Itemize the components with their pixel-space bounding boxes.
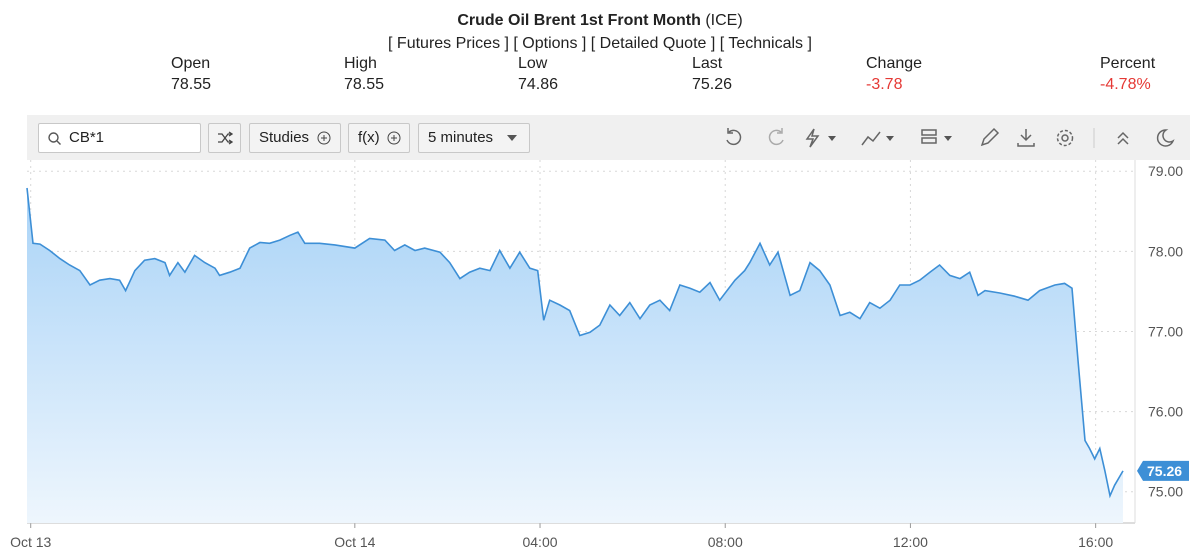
x-tick-label: 16:00 bbox=[1078, 534, 1113, 550]
quote-label: Low bbox=[518, 55, 548, 72]
interval: 5 minutes bbox=[428, 129, 494, 146]
link[interactable]: [ Technicals ] bbox=[719, 35, 812, 52]
quote-value: 78.55 bbox=[171, 76, 212, 93]
price-line bbox=[26, 187, 1124, 499]
shuffle-icon bbox=[218, 131, 233, 145]
quote-value: -4.78% bbox=[1100, 76, 1151, 93]
symbol: CB*1 bbox=[69, 129, 105, 146]
x-tick-label: Oct 13 bbox=[10, 534, 51, 550]
quote-label: Last bbox=[692, 55, 723, 72]
redo-icon[interactable] bbox=[768, 128, 784, 146]
x-tick-label: 04:00 bbox=[522, 534, 557, 550]
links: [ Futures Prices ] [ Options ] [ Detaile… bbox=[0, 35, 1200, 53]
quote-label: Percent bbox=[1100, 55, 1156, 72]
plus-icon bbox=[317, 131, 331, 145]
x-tick-label: 08:00 bbox=[708, 534, 743, 550]
quote-label: High bbox=[344, 55, 377, 72]
studies-button[interactable]: Studies bbox=[249, 123, 341, 153]
quote-value: 78.55 bbox=[344, 76, 385, 93]
pencil-icon[interactable] bbox=[980, 127, 1000, 147]
quote-value: 74.86 bbox=[518, 76, 559, 93]
quote-value: 75.26 bbox=[692, 76, 733, 93]
quote-label: Open bbox=[171, 55, 211, 72]
x-tick-label: 12:00 bbox=[893, 534, 928, 550]
draw-icon[interactable] bbox=[805, 128, 820, 148]
symbol-input[interactable]: CB*1 bbox=[38, 123, 201, 153]
plus-icon bbox=[387, 131, 401, 145]
download-icon[interactable] bbox=[1017, 129, 1035, 147]
undo-icon[interactable] bbox=[726, 128, 742, 146]
y-tick-label: 77.00 bbox=[1148, 323, 1183, 339]
y-tick-label: 75.00 bbox=[1148, 484, 1183, 500]
x-tick-label: Oct 14 bbox=[334, 534, 375, 550]
studies: Studies bbox=[259, 129, 310, 146]
last-price-tag bbox=[1137, 460, 1189, 481]
toolbar-icons bbox=[726, 127, 1175, 148]
link[interactable]: [ Futures Prices ] bbox=[388, 35, 509, 52]
theme-icon[interactable] bbox=[1156, 129, 1175, 147]
fx: f(x) bbox=[358, 129, 380, 146]
chart-type-icon[interactable] bbox=[861, 131, 881, 146]
link[interactable]: [ Detailed Quote ] bbox=[590, 35, 716, 52]
title: Crude Oil Brent 1st Front Month bbox=[457, 12, 701, 29]
last-price-label: 75.26 bbox=[1147, 463, 1182, 479]
compare-button[interactable] bbox=[208, 123, 241, 153]
y-tick-label: 79.00 bbox=[1148, 163, 1183, 179]
area bbox=[27, 188, 1123, 523]
caret bbox=[507, 135, 517, 141]
y-tick-label: 78.00 bbox=[1148, 243, 1183, 259]
settings-icon[interactable] bbox=[1061, 134, 1069, 142]
layout-icon[interactable] bbox=[921, 129, 937, 136]
quote-label: Change bbox=[866, 55, 923, 72]
y-tick-label: 76.00 bbox=[1148, 404, 1183, 420]
interval-select[interactable]: 5 minutes bbox=[418, 123, 530, 153]
exchange: (ICE) bbox=[705, 12, 743, 29]
search-icon bbox=[48, 132, 61, 145]
header: Crude Oil Brent 1st Front Month (ICE) bbox=[0, 12, 1200, 30]
link[interactable]: [ Options ] bbox=[513, 35, 587, 52]
collapse-icon[interactable] bbox=[1117, 131, 1129, 145]
fx-button[interactable]: f(x) bbox=[348, 123, 410, 153]
quote-value: -3.78 bbox=[866, 76, 903, 93]
